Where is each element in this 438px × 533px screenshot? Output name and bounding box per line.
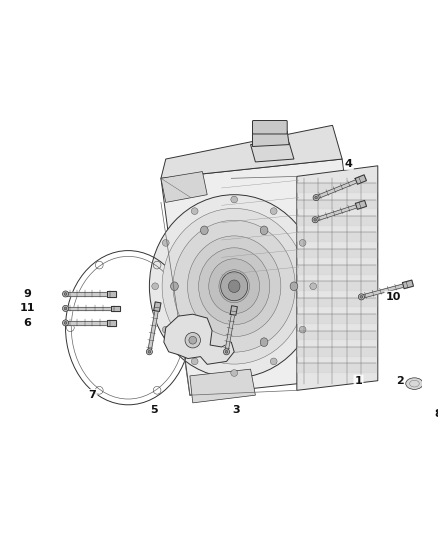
Polygon shape bbox=[161, 125, 342, 179]
Ellipse shape bbox=[149, 195, 319, 378]
Circle shape bbox=[146, 349, 152, 355]
Polygon shape bbox=[355, 175, 367, 184]
Circle shape bbox=[64, 321, 67, 324]
Circle shape bbox=[225, 350, 228, 353]
Text: 8: 8 bbox=[434, 409, 438, 419]
Circle shape bbox=[191, 208, 198, 214]
Polygon shape bbox=[297, 183, 376, 192]
Ellipse shape bbox=[290, 282, 298, 290]
Text: 2: 2 bbox=[396, 376, 404, 386]
Polygon shape bbox=[297, 199, 376, 208]
Polygon shape bbox=[164, 314, 234, 365]
Polygon shape bbox=[297, 265, 376, 274]
Polygon shape bbox=[251, 143, 294, 162]
Circle shape bbox=[185, 333, 201, 348]
Polygon shape bbox=[361, 284, 404, 298]
Circle shape bbox=[310, 283, 317, 289]
Text: 5: 5 bbox=[150, 405, 158, 415]
Polygon shape bbox=[297, 216, 376, 224]
Ellipse shape bbox=[187, 236, 281, 337]
Ellipse shape bbox=[406, 378, 423, 390]
Polygon shape bbox=[297, 166, 378, 390]
Circle shape bbox=[299, 239, 306, 246]
Polygon shape bbox=[111, 305, 120, 311]
Polygon shape bbox=[154, 302, 161, 311]
Polygon shape bbox=[148, 311, 158, 352]
Polygon shape bbox=[161, 159, 371, 395]
Ellipse shape bbox=[228, 280, 240, 293]
Circle shape bbox=[64, 293, 67, 295]
Text: 1: 1 bbox=[355, 376, 362, 386]
Circle shape bbox=[270, 358, 277, 365]
Text: 4: 4 bbox=[345, 159, 353, 169]
Polygon shape bbox=[297, 232, 376, 241]
Ellipse shape bbox=[221, 272, 247, 301]
Circle shape bbox=[299, 326, 306, 333]
Polygon shape bbox=[314, 205, 357, 221]
Text: 10: 10 bbox=[385, 292, 401, 302]
Circle shape bbox=[63, 291, 69, 297]
Text: 11: 11 bbox=[19, 303, 35, 313]
Polygon shape bbox=[230, 306, 237, 316]
Polygon shape bbox=[190, 369, 255, 403]
Polygon shape bbox=[297, 249, 376, 257]
Circle shape bbox=[358, 294, 364, 300]
Polygon shape bbox=[297, 347, 376, 356]
Ellipse shape bbox=[170, 282, 178, 290]
Circle shape bbox=[360, 295, 363, 298]
Circle shape bbox=[189, 336, 197, 344]
Polygon shape bbox=[355, 200, 367, 209]
Polygon shape bbox=[66, 292, 107, 296]
Ellipse shape bbox=[432, 376, 438, 385]
Ellipse shape bbox=[201, 226, 208, 235]
Circle shape bbox=[64, 307, 67, 310]
Circle shape bbox=[191, 358, 198, 365]
FancyBboxPatch shape bbox=[252, 120, 287, 134]
Circle shape bbox=[63, 305, 69, 311]
Text: 7: 7 bbox=[88, 390, 96, 400]
Polygon shape bbox=[403, 280, 413, 289]
Circle shape bbox=[231, 369, 237, 376]
Circle shape bbox=[162, 239, 169, 246]
Polygon shape bbox=[252, 131, 289, 147]
Polygon shape bbox=[66, 306, 111, 310]
Circle shape bbox=[314, 219, 317, 221]
Ellipse shape bbox=[173, 220, 295, 352]
Circle shape bbox=[270, 208, 277, 214]
Polygon shape bbox=[315, 180, 357, 199]
Circle shape bbox=[162, 326, 169, 333]
Polygon shape bbox=[161, 172, 207, 203]
Ellipse shape bbox=[201, 338, 208, 346]
Circle shape bbox=[152, 283, 159, 289]
Ellipse shape bbox=[434, 375, 438, 386]
Circle shape bbox=[148, 350, 151, 353]
Polygon shape bbox=[225, 314, 235, 352]
Text: 6: 6 bbox=[23, 318, 31, 328]
Polygon shape bbox=[297, 364, 376, 372]
Ellipse shape bbox=[198, 248, 270, 325]
Polygon shape bbox=[297, 330, 376, 340]
Polygon shape bbox=[297, 298, 376, 306]
Circle shape bbox=[231, 196, 237, 203]
Ellipse shape bbox=[162, 208, 306, 364]
Text: 3: 3 bbox=[232, 405, 240, 415]
Circle shape bbox=[63, 320, 69, 326]
Polygon shape bbox=[107, 320, 116, 326]
Circle shape bbox=[223, 349, 230, 355]
Polygon shape bbox=[66, 321, 107, 325]
Circle shape bbox=[313, 195, 319, 200]
Circle shape bbox=[312, 217, 318, 223]
Circle shape bbox=[315, 196, 318, 199]
Ellipse shape bbox=[260, 338, 268, 346]
Ellipse shape bbox=[209, 259, 260, 314]
Polygon shape bbox=[297, 314, 376, 323]
Ellipse shape bbox=[260, 226, 268, 235]
Text: 9: 9 bbox=[23, 289, 31, 299]
Ellipse shape bbox=[219, 270, 250, 303]
Polygon shape bbox=[297, 281, 376, 290]
Polygon shape bbox=[107, 291, 116, 297]
